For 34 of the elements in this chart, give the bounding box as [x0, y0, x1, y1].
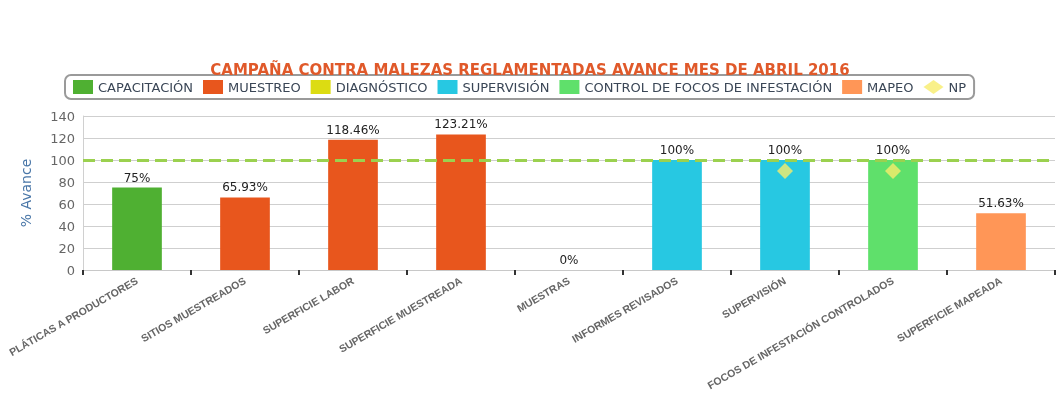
legend-label: MUESTREO	[228, 79, 301, 95]
y-tick-label: 0	[66, 262, 75, 278]
bar	[652, 160, 702, 270]
legend-label: NP	[948, 79, 967, 95]
legend-label: CAPACITACIÓN	[98, 79, 194, 95]
bar	[328, 139, 378, 270]
data-label: 0%	[559, 253, 579, 267]
bar	[436, 134, 486, 270]
y-axis-title: % Avance	[18, 158, 34, 228]
y-tick-label: 140	[50, 108, 75, 124]
y-tick-label: 120	[50, 130, 75, 146]
legend-label: MAPEO	[867, 79, 914, 95]
legend-label: DIAGNÓSTICO	[335, 79, 428, 95]
data-label: 100%	[767, 143, 803, 157]
data-label: 100%	[875, 143, 911, 157]
bar	[112, 187, 162, 270]
bar	[220, 197, 270, 270]
data-label: 75%	[123, 170, 151, 185]
data-label: 100%	[659, 143, 695, 157]
data-label: 51.63%	[978, 196, 1024, 211]
y-tick-label: 100	[50, 152, 75, 168]
legend-label: CONTROL DE FOCOS DE INFESTACIÓN	[584, 79, 833, 95]
bar	[760, 160, 810, 270]
y-tick-label: 40	[58, 218, 75, 234]
chart-title: CAMPAÑA CONTRA MALEZAS REGLAMENTADAS AVANCE MES DE ABRIL 2016	[210, 59, 850, 79]
y-tick-label: 60	[58, 196, 75, 212]
bar	[868, 160, 918, 270]
y-tick-label: 20	[58, 240, 75, 256]
y-tick-label: 80	[58, 174, 75, 190]
data-label: 123.21%	[434, 117, 488, 132]
data-label: 65.93%	[222, 180, 268, 195]
bar	[976, 213, 1026, 270]
legend-label: SUPERVISIÓN	[462, 79, 550, 95]
data-label: 118.46%	[326, 122, 380, 137]
